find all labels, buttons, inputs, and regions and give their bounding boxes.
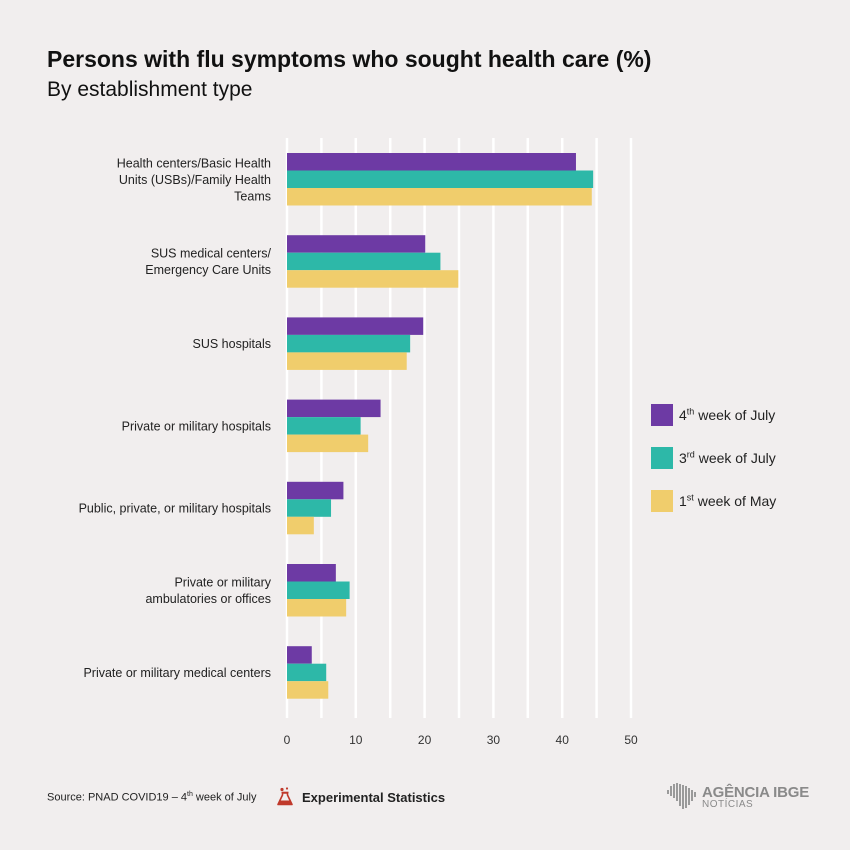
bar — [287, 270, 459, 288]
legend: 4th week of July 3rd week of July 1st we… — [651, 404, 776, 533]
bar — [287, 188, 592, 206]
x-tick-label: 30 — [487, 733, 501, 747]
bar — [287, 516, 314, 535]
x-tick-label: 10 — [349, 733, 363, 747]
chart-subtitle: By establishment type — [47, 78, 253, 101]
agencia-ibge-logo: AGÊNCIA IBGE NOTÍCIAS — [666, 782, 809, 812]
bars — [287, 153, 594, 699]
legend-label: 4th week of July — [679, 406, 776, 423]
legend-swatch-1st-week-may — [651, 490, 673, 512]
category-label: Health centers/Basic Health Units (USBs)/… — [117, 156, 271, 203]
logo-title: AGÊNCIA IBGE — [702, 783, 810, 801]
bar — [287, 581, 350, 599]
legend-item-3rd-week-july: 3rd week of July — [651, 447, 776, 469]
x-tick-labels: 0 10 20 30 40 50 — [284, 733, 638, 747]
bar — [287, 235, 426, 253]
bar — [287, 564, 336, 582]
category-label: Private or military ambulatories or offic… — [145, 576, 271, 607]
category-labels: Health centers/Basic Health Units (USBs)/… — [79, 156, 272, 680]
bar — [287, 153, 576, 171]
brazil-map-icon — [667, 783, 696, 809]
x-tick-label: 20 — [418, 733, 432, 747]
legend-label: 1st week of May — [679, 492, 777, 509]
bar — [287, 499, 332, 517]
bar — [287, 352, 407, 370]
bar — [287, 252, 441, 271]
flask-icon — [277, 787, 293, 806]
bar — [287, 434, 369, 453]
bar — [287, 170, 594, 188]
legend-swatch-3rd-week-july — [651, 447, 673, 469]
experimental-statistics-badge: Experimental Statistics — [276, 787, 445, 807]
bar — [287, 663, 327, 682]
source-note: Source: PNAD COVID19 – 4th week of July — [47, 791, 257, 804]
experimental-statistics-label: Experimental Statistics — [302, 789, 446, 805]
category-label: Private or military hospitals — [122, 419, 271, 433]
legend-label: 3rd week of July — [679, 449, 776, 466]
bar — [287, 481, 344, 500]
bar — [287, 681, 329, 699]
bar — [287, 417, 361, 435]
x-tick-label: 40 — [556, 733, 570, 747]
legend-item-4th-week-july: 4th week of July — [651, 404, 776, 426]
bar — [287, 317, 424, 335]
legend-item-1st-week-may: 1st week of May — [651, 490, 776, 512]
category-label: SUS medical centers/Emergency Care Units — [145, 247, 271, 278]
logo-subtitle: NOTÍCIAS — [702, 798, 754, 810]
x-tick-label: 0 — [284, 733, 291, 747]
category-label: Private or military medical centers — [83, 666, 271, 680]
chart-title: Persons with flu symptoms who sought hea… — [47, 46, 652, 72]
x-tick-label: 50 — [624, 733, 638, 747]
bar — [287, 599, 347, 617]
bar — [287, 646, 312, 664]
legend-swatch-4th-week-july — [651, 404, 673, 426]
category-label: Public, private, or military hospitals — [79, 502, 271, 516]
bar — [287, 334, 411, 353]
bar — [287, 399, 381, 418]
category-label: SUS hospitals — [192, 337, 271, 351]
